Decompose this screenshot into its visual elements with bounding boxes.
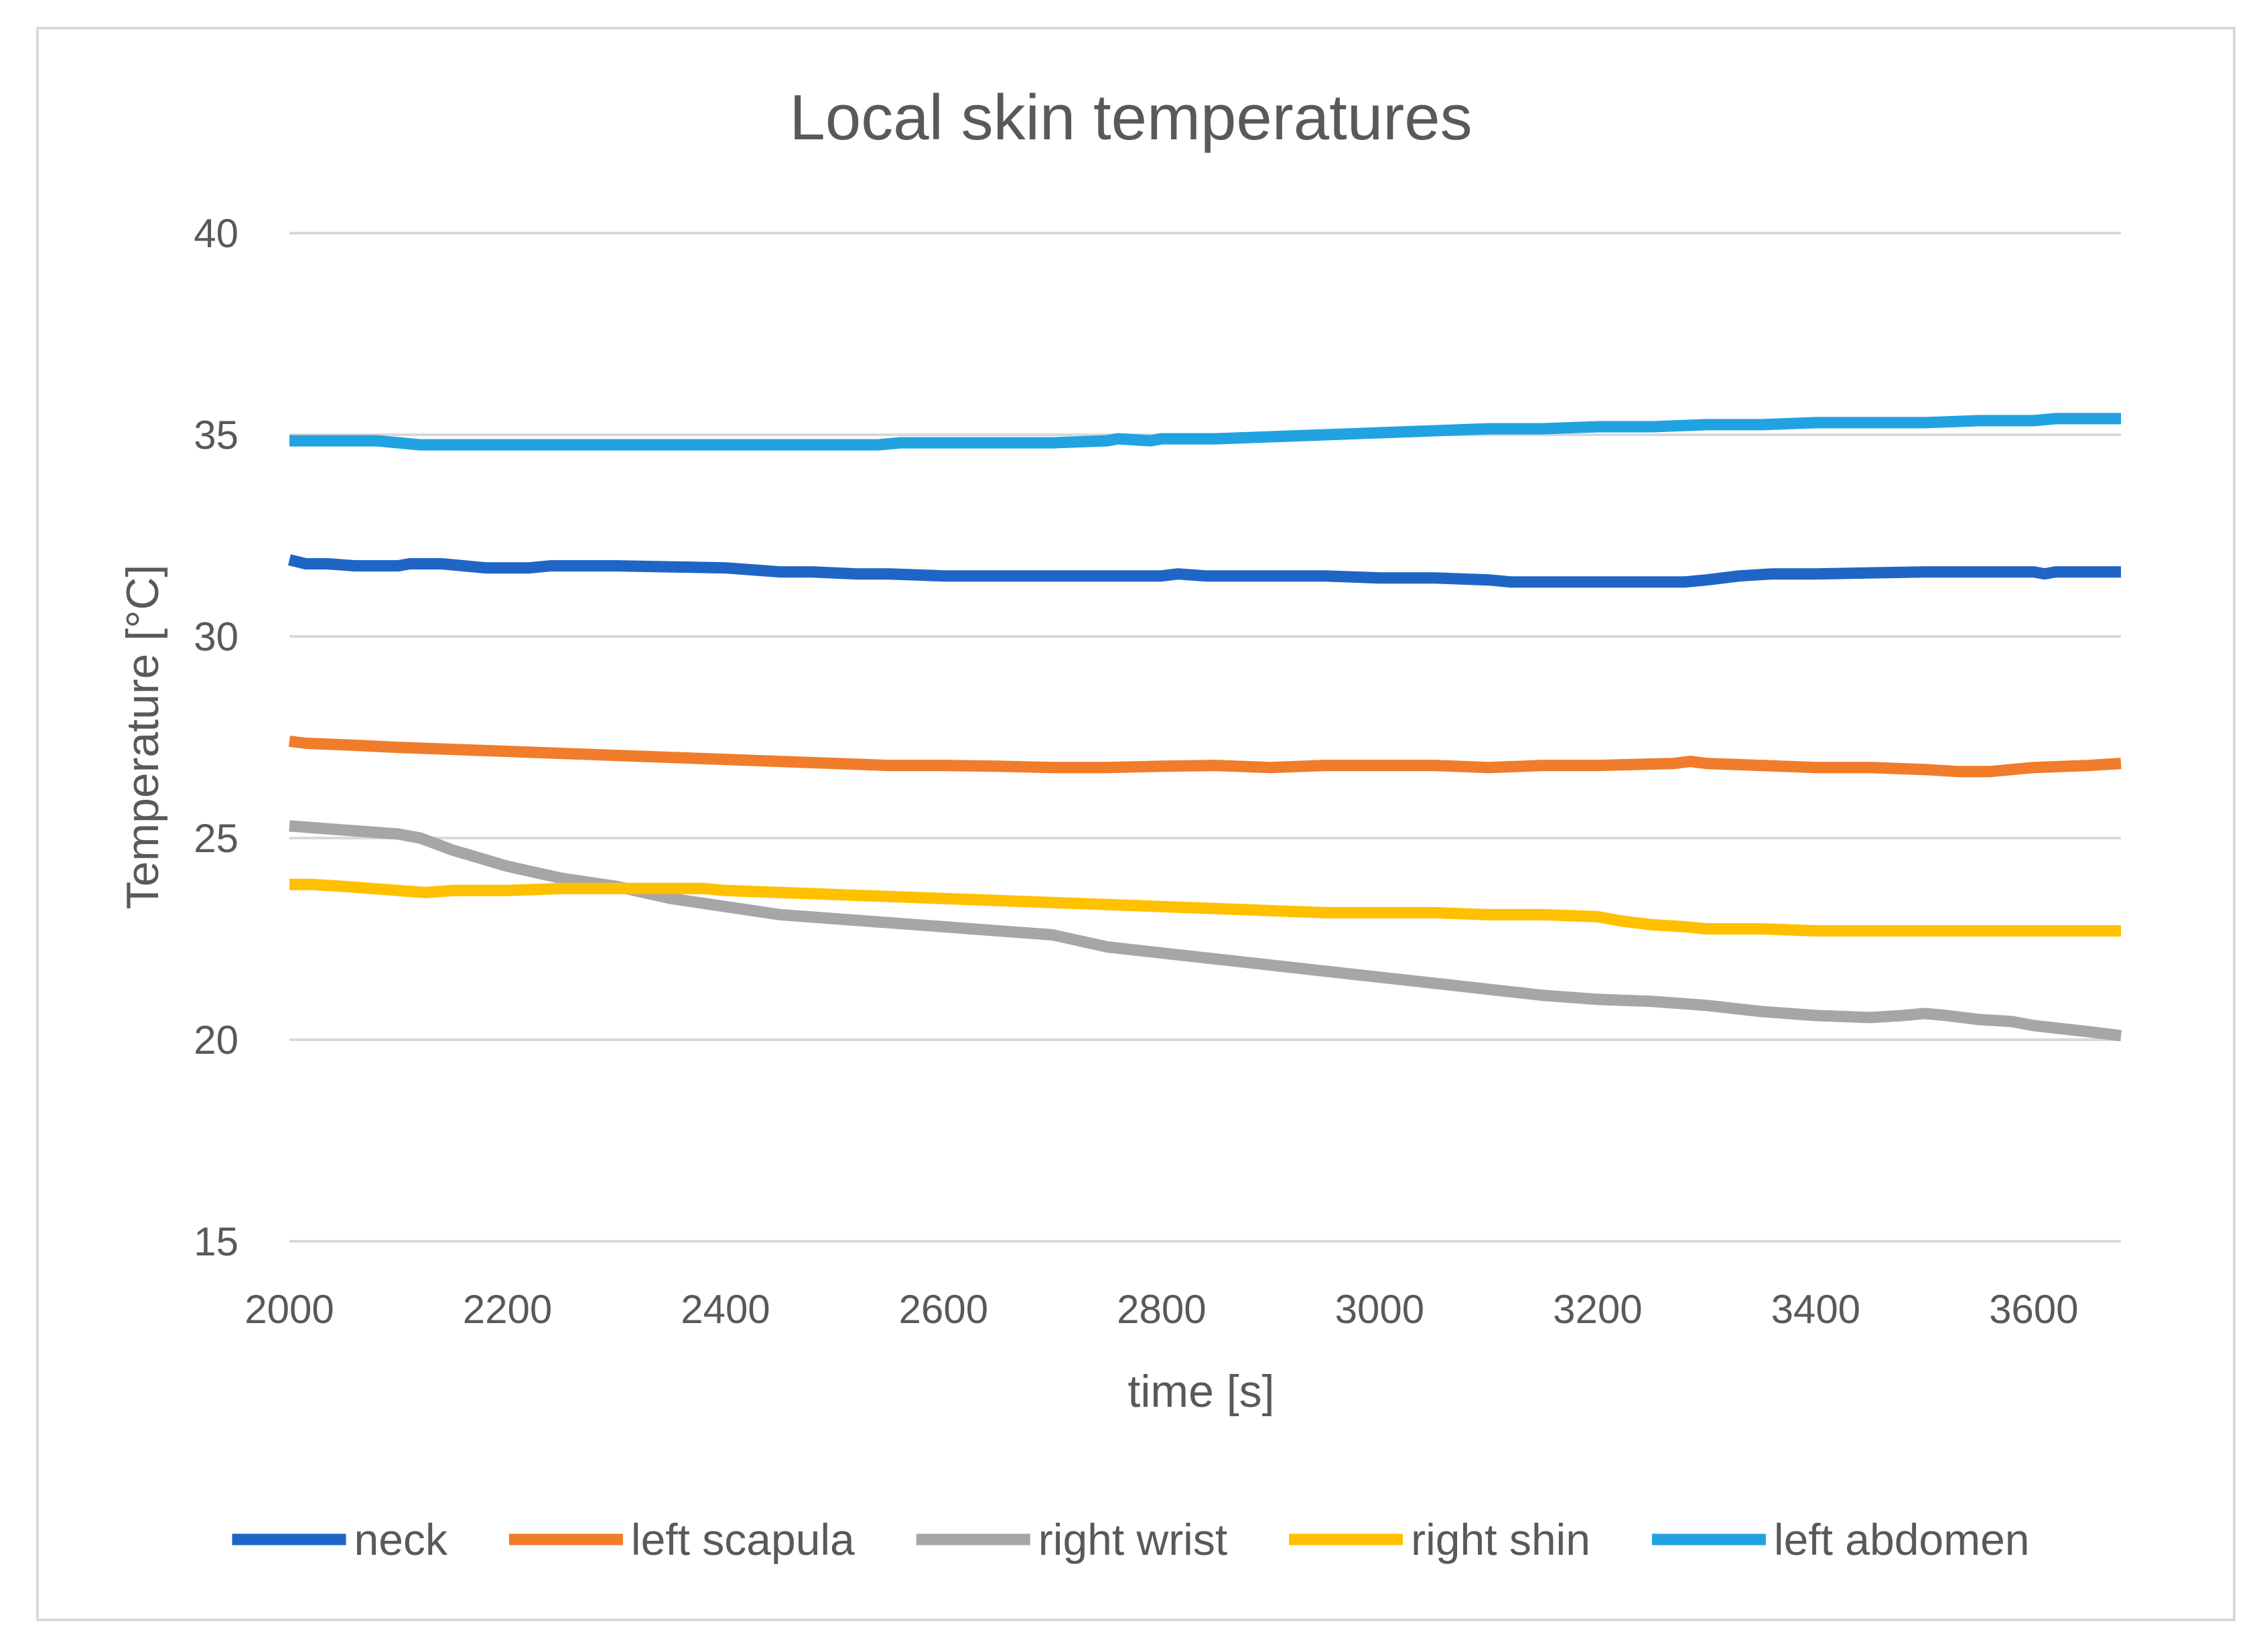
x-tick-label: 2000 [245,1287,334,1332]
series-line-neck [287,554,2121,588]
x-tick-label: 3200 [1553,1287,1642,1332]
chart-title: Local skin temperatures [789,82,1472,153]
series-line-left-abdomen [289,413,2121,451]
series-line-right-wrist [289,820,2122,1042]
series-line-right-shin [289,878,2121,937]
x-tick-label: 2600 [899,1287,988,1332]
gridlines [289,232,2121,1243]
legend-label: right shin [1411,1515,1590,1564]
legend-item-right-shin: right shin [1289,1515,1590,1564]
y-tick-label: 25 [194,816,238,861]
chart-frame [36,27,2236,1621]
y-tick-label: 35 [194,413,238,458]
legend-label: left abdomen [1774,1515,2030,1564]
x-tick-label: 2800 [1117,1287,1206,1332]
legend-item-left-abdomen: left abdomen [1651,1515,2030,1564]
y-tick-label: 20 [194,1018,238,1062]
x-tick-label: 3600 [1989,1287,2078,1332]
series-line-left-scapula [288,736,2122,778]
legend-item-left-scapula: left scapula [508,1515,855,1564]
data-series [287,413,2122,1042]
x-tick-label: 2400 [681,1287,770,1332]
x-tick-label: 3000 [1335,1287,1424,1332]
x-tick-label: 2200 [463,1287,552,1332]
legend-item-neck: neck [232,1515,448,1564]
y-tick-label: 15 [194,1219,238,1264]
y-tick-label: 40 [194,211,238,256]
y-tick-label: 30 [194,614,238,659]
legend-label: right wrist [1038,1515,1227,1564]
x-tick-label: 3400 [1771,1287,1860,1332]
x-axis-tick-labels: 2000 2200 2400 2600 2800 3000 3200 3400 3600 [245,1287,2078,1332]
y-axis-tick-labels: 15 20 25 30 35 40 [194,211,238,1264]
legend-label: left scapula [631,1515,855,1564]
legend-label: neck [354,1515,448,1564]
legend: neck left scapula right wrist right shin lef… [232,1515,2030,1564]
x-axis-title: time [s] [1127,1366,1274,1417]
legend-item-right-wrist: right wrist [916,1515,1227,1564]
y-axis-title: Temperature [°C] [117,565,168,910]
